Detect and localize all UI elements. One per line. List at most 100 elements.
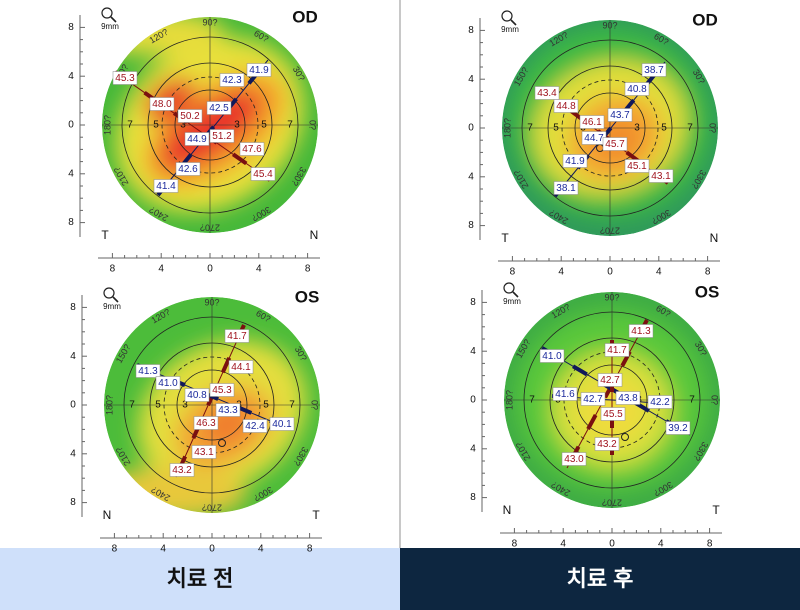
topography-map: 33557790?60?30?0?330?300?270?240?210?180…: [468, 10, 720, 278]
eye-label: OD: [292, 7, 318, 26]
k-reading: 42.2: [650, 397, 670, 408]
x-tick-label: 4: [558, 267, 564, 278]
y-tick-label: 4: [68, 71, 74, 82]
magnifier-icon: [501, 10, 513, 22]
angle-label: 0?: [708, 123, 718, 133]
x-tick-label: 4: [658, 539, 664, 550]
reading-box: [184, 132, 210, 146]
angle-label: 90?: [604, 292, 619, 302]
meridian-segment: [565, 319, 649, 469]
meridian-segment: [136, 363, 293, 432]
x-tick-label: 8: [707, 539, 713, 550]
apex-marker: [218, 439, 226, 447]
x-tick-label: 4: [656, 267, 662, 278]
reading-box: [600, 407, 626, 421]
k-reading: 45.7: [605, 139, 625, 150]
reading-box: [209, 129, 235, 143]
angle-label: 90?: [204, 297, 219, 307]
reading-box: [149, 97, 175, 111]
y-tick-label: 8: [470, 492, 476, 503]
reading-box: [209, 383, 235, 397]
topography-map: 33557790?60?30?0?330?300?270?240?210?180…: [470, 282, 722, 550]
scale-label: 9mm: [103, 302, 121, 311]
reading-box: [602, 137, 628, 151]
k-reading: 41.7: [607, 345, 627, 356]
ring-label: 7: [287, 120, 293, 131]
k-reading: 42.5: [209, 103, 229, 114]
ring-label: 5: [661, 123, 667, 134]
reading-box: [191, 445, 217, 459]
k-reading: 45.3: [212, 385, 232, 396]
k-reading: 43.8: [618, 393, 638, 404]
reading-box: [169, 463, 195, 477]
x-tick-label: 8: [512, 539, 518, 550]
scale-label: 9mm: [101, 22, 119, 31]
angle-label: 270?: [200, 223, 220, 233]
k-reading: 40.1: [272, 419, 292, 430]
reading-box: [135, 364, 161, 378]
ring-label: 3: [234, 120, 240, 131]
reading-box: [534, 86, 560, 100]
reading-box: [597, 373, 623, 387]
k-reading: 41.9: [565, 156, 585, 167]
reading-box: [215, 403, 241, 417]
x-tick-label: 0: [609, 539, 615, 550]
k-reading: 41.9: [249, 65, 269, 76]
angle-label: 180?: [504, 390, 514, 410]
angle-label: 0?: [710, 395, 720, 405]
ring-label: 3: [180, 120, 186, 131]
k-reading: 43.2: [172, 465, 192, 476]
k-reading: 41.6: [555, 389, 575, 400]
reading-box: [647, 395, 673, 409]
k-reading: 42.7: [583, 394, 603, 405]
magnifier-handle: [110, 16, 117, 23]
y-tick-label: 4: [470, 346, 476, 357]
angle-label: 270?: [600, 226, 620, 236]
reading-box: [552, 387, 578, 401]
k-reading: 41.7: [227, 331, 247, 342]
reading-box: [219, 73, 245, 87]
eye-label: OD: [692, 10, 718, 29]
reading-box: [562, 154, 588, 168]
apex-marker: [621, 433, 629, 441]
y-tick-label: 4: [68, 168, 74, 179]
reading-box: [153, 179, 179, 193]
ring-label: 5: [553, 123, 559, 134]
reading-box: [228, 360, 254, 374]
k-reading: 41.3: [631, 326, 651, 337]
k-reading: 44.9: [187, 134, 207, 145]
k-reading: 47.6: [242, 144, 262, 155]
x-tick-label: 4: [256, 264, 262, 275]
ring-label: 5: [263, 400, 269, 411]
reading-box: [239, 142, 265, 156]
side-label: N: [103, 508, 112, 522]
k-reading: 51.2: [212, 131, 232, 142]
side-label: T: [501, 231, 509, 245]
eye-label: OS: [695, 282, 720, 301]
reading-box: [206, 101, 232, 115]
reading-box: [624, 82, 650, 96]
scale-label: 9mm: [501, 25, 519, 34]
k-reading: 40.8: [627, 84, 647, 95]
reading-box: [624, 159, 650, 173]
reading-box: [579, 115, 605, 129]
reading-box: [594, 437, 620, 451]
y-tick-label: 4: [70, 448, 76, 459]
meridian-segment: [174, 324, 246, 478]
k-reading: 42.7: [600, 375, 620, 386]
x-tick-label: 8: [510, 267, 516, 278]
y-tick-label: 8: [468, 220, 474, 231]
reading-box: [553, 99, 579, 113]
magnifier-icon: [101, 7, 113, 19]
reading-box: [193, 416, 219, 430]
reading-box: [539, 349, 565, 363]
y-tick-label: 4: [470, 443, 476, 454]
angle-label: 180?: [102, 115, 112, 135]
y-tick-label: 4: [468, 171, 474, 182]
k-reading: 43.1: [194, 447, 214, 458]
reading-box: [112, 71, 138, 85]
k-reading: 43.4: [537, 88, 557, 99]
y-tick-label: 8: [70, 302, 76, 313]
k-reading: 38.1: [556, 183, 576, 194]
y-tick-label: 8: [68, 217, 74, 228]
